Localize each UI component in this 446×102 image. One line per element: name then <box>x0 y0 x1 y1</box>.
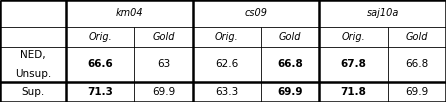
Text: Orig.: Orig. <box>342 32 365 42</box>
Text: 66.8: 66.8 <box>277 59 303 69</box>
Text: 67.8: 67.8 <box>341 59 367 69</box>
Text: 71.3: 71.3 <box>87 87 113 97</box>
Text: Orig.: Orig. <box>88 32 112 42</box>
Text: 69.9: 69.9 <box>277 87 303 97</box>
Text: Orig.: Orig. <box>215 32 239 42</box>
Text: km04: km04 <box>116 8 143 18</box>
Text: Unsup.: Unsup. <box>15 69 51 79</box>
Text: 69.9: 69.9 <box>405 87 429 97</box>
Text: cs09: cs09 <box>244 8 268 18</box>
Text: Gold: Gold <box>152 32 175 42</box>
Text: Gold: Gold <box>279 32 301 42</box>
Text: 63: 63 <box>157 59 170 69</box>
Text: Sup.: Sup. <box>21 87 45 97</box>
Text: NED,: NED, <box>20 50 46 60</box>
Text: 62.6: 62.6 <box>215 59 239 69</box>
Text: 66.6: 66.6 <box>87 59 113 69</box>
Text: 63.3: 63.3 <box>215 87 239 97</box>
Text: 69.9: 69.9 <box>152 87 175 97</box>
Text: saj10a: saj10a <box>367 8 399 18</box>
Text: 66.8: 66.8 <box>405 59 429 69</box>
Text: 71.8: 71.8 <box>341 87 367 97</box>
Text: Gold: Gold <box>405 32 428 42</box>
